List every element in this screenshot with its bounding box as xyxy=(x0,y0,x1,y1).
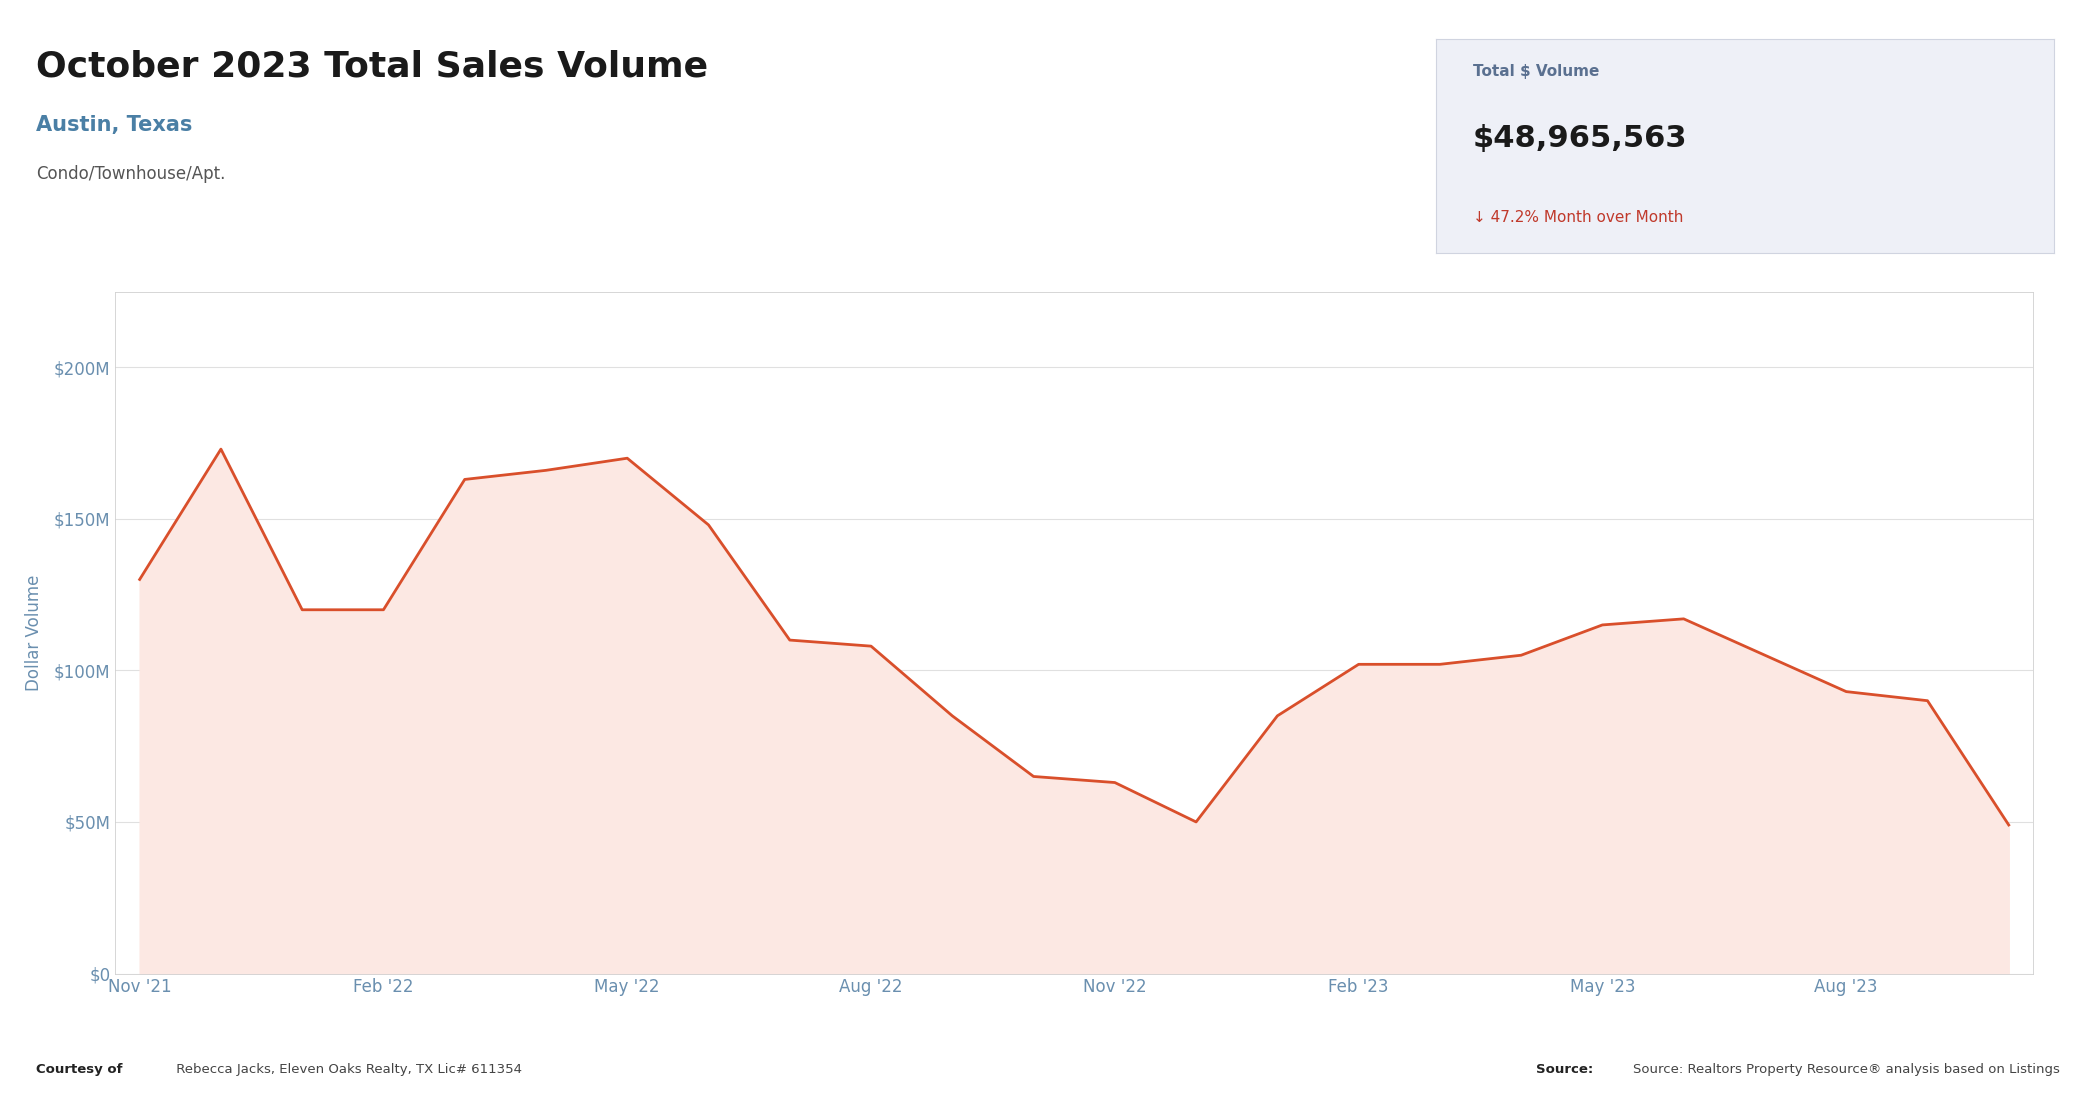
Y-axis label: Dollar Volume: Dollar Volume xyxy=(25,574,42,691)
Text: Austin, Texas: Austin, Texas xyxy=(36,116,193,135)
Text: Source: Realtors Property Resource® analysis based on Listings: Source: Realtors Property Resource® anal… xyxy=(1633,1063,2060,1076)
Text: ↓ 47.2% Month over Month: ↓ 47.2% Month over Month xyxy=(1473,210,1683,225)
Text: Total $ Volume: Total $ Volume xyxy=(1473,64,1599,79)
Text: Courtesy of: Courtesy of xyxy=(36,1063,122,1076)
Text: Source:: Source: xyxy=(1536,1063,1593,1076)
Text: $48,965,563: $48,965,563 xyxy=(1473,124,1687,153)
Text: Rebecca Jacks, Eleven Oaks Realty, TX Lic# 611354: Rebecca Jacks, Eleven Oaks Realty, TX Li… xyxy=(172,1063,522,1076)
Text: Condo/Townhouse/Apt.: Condo/Townhouse/Apt. xyxy=(36,165,224,183)
Text: October 2023 Total Sales Volume: October 2023 Total Sales Volume xyxy=(36,50,708,84)
